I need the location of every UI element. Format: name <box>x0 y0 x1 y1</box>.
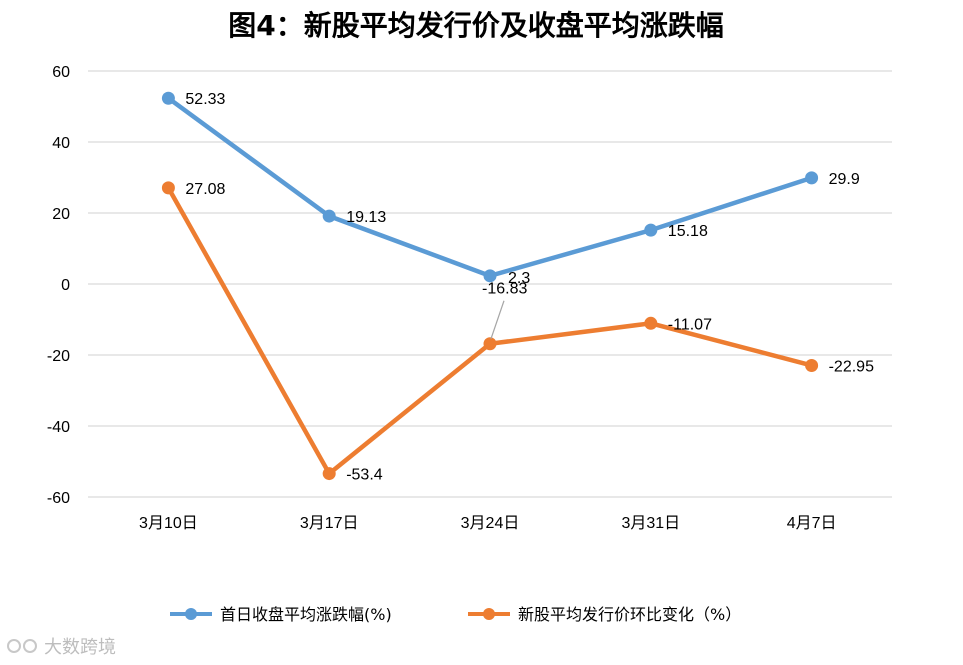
data-label: -22.95 <box>829 358 874 375</box>
data-point[interactable] <box>161 181 175 195</box>
data-label: -16.83 <box>482 281 527 298</box>
y-tick-label: -40 <box>47 419 70 436</box>
leader-line <box>490 300 505 339</box>
data-point[interactable] <box>644 316 658 330</box>
watermark-text: 大数跨境 <box>44 637 116 658</box>
data-point[interactable] <box>805 171 819 185</box>
x-axis-ticks: 3月10日 3月17日 3月24日 3月31日 4月7日 <box>139 515 836 532</box>
data-point[interactable] <box>644 223 658 237</box>
y-tick-label: 20 <box>52 206 70 223</box>
data-labels-layer: 52.33 19.13 2.3 15.18 29.9 27.08 -53.4 -16.83 -1… <box>185 91 874 483</box>
data-label: 27.08 <box>185 181 225 198</box>
data-point[interactable] <box>322 467 336 481</box>
watermark-logo-icon <box>7 639 37 653</box>
y-axis-ticks: 60 40 20 0 -20 -40 -60 <box>47 64 70 507</box>
data-point[interactable] <box>483 337 497 351</box>
legend-item-series-2[interactable]: 新股平均发行价环比变化（%） <box>468 605 741 624</box>
data-point[interactable] <box>483 269 497 283</box>
y-tick-label: 60 <box>52 64 70 81</box>
legend-label-series-2: 新股平均发行价环比变化（%） <box>518 605 741 624</box>
legend-marker-series-1 <box>185 608 197 620</box>
x-tick-label: 3月24日 <box>461 515 520 532</box>
series-line-2 <box>166 185 814 476</box>
series-line-1 <box>166 95 814 279</box>
legend-marker-series-2 <box>483 608 495 620</box>
data-point[interactable] <box>805 358 819 372</box>
y-tick-label: -20 <box>47 348 70 365</box>
chart-title: 图4：新股平均发行价及收盘平均涨跌幅 <box>228 9 724 42</box>
x-tick-label: 3月10日 <box>139 515 198 532</box>
data-point[interactable] <box>322 209 336 223</box>
y-tick-label: 0 <box>61 277 70 294</box>
y-tick-label: 40 <box>52 135 70 152</box>
data-label: 52.33 <box>185 91 225 108</box>
y-tick-label: -60 <box>47 490 70 507</box>
legend-item-series-1[interactable]: 首日收盘平均涨跌幅(%) <box>170 605 392 624</box>
data-label: -53.4 <box>346 467 383 484</box>
x-tick-label: 3月17日 <box>300 515 359 532</box>
data-label: 19.13 <box>346 209 386 226</box>
legend-label-series-1: 首日收盘平均涨跌幅(%) <box>220 605 392 624</box>
watermark: 大数跨境 <box>7 637 116 658</box>
series-layer <box>161 91 819 481</box>
x-tick-label: 3月31日 <box>621 515 680 532</box>
legend: 首日收盘平均涨跌幅(%) 新股平均发行价环比变化（%） <box>170 605 741 624</box>
data-point[interactable] <box>161 91 175 105</box>
x-tick-label: 4月7日 <box>787 515 837 532</box>
data-label: 2.3 <box>508 270 530 287</box>
data-label: 29.9 <box>829 171 860 188</box>
data-label: 15.18 <box>668 223 708 240</box>
data-label: -11.07 <box>668 316 712 333</box>
